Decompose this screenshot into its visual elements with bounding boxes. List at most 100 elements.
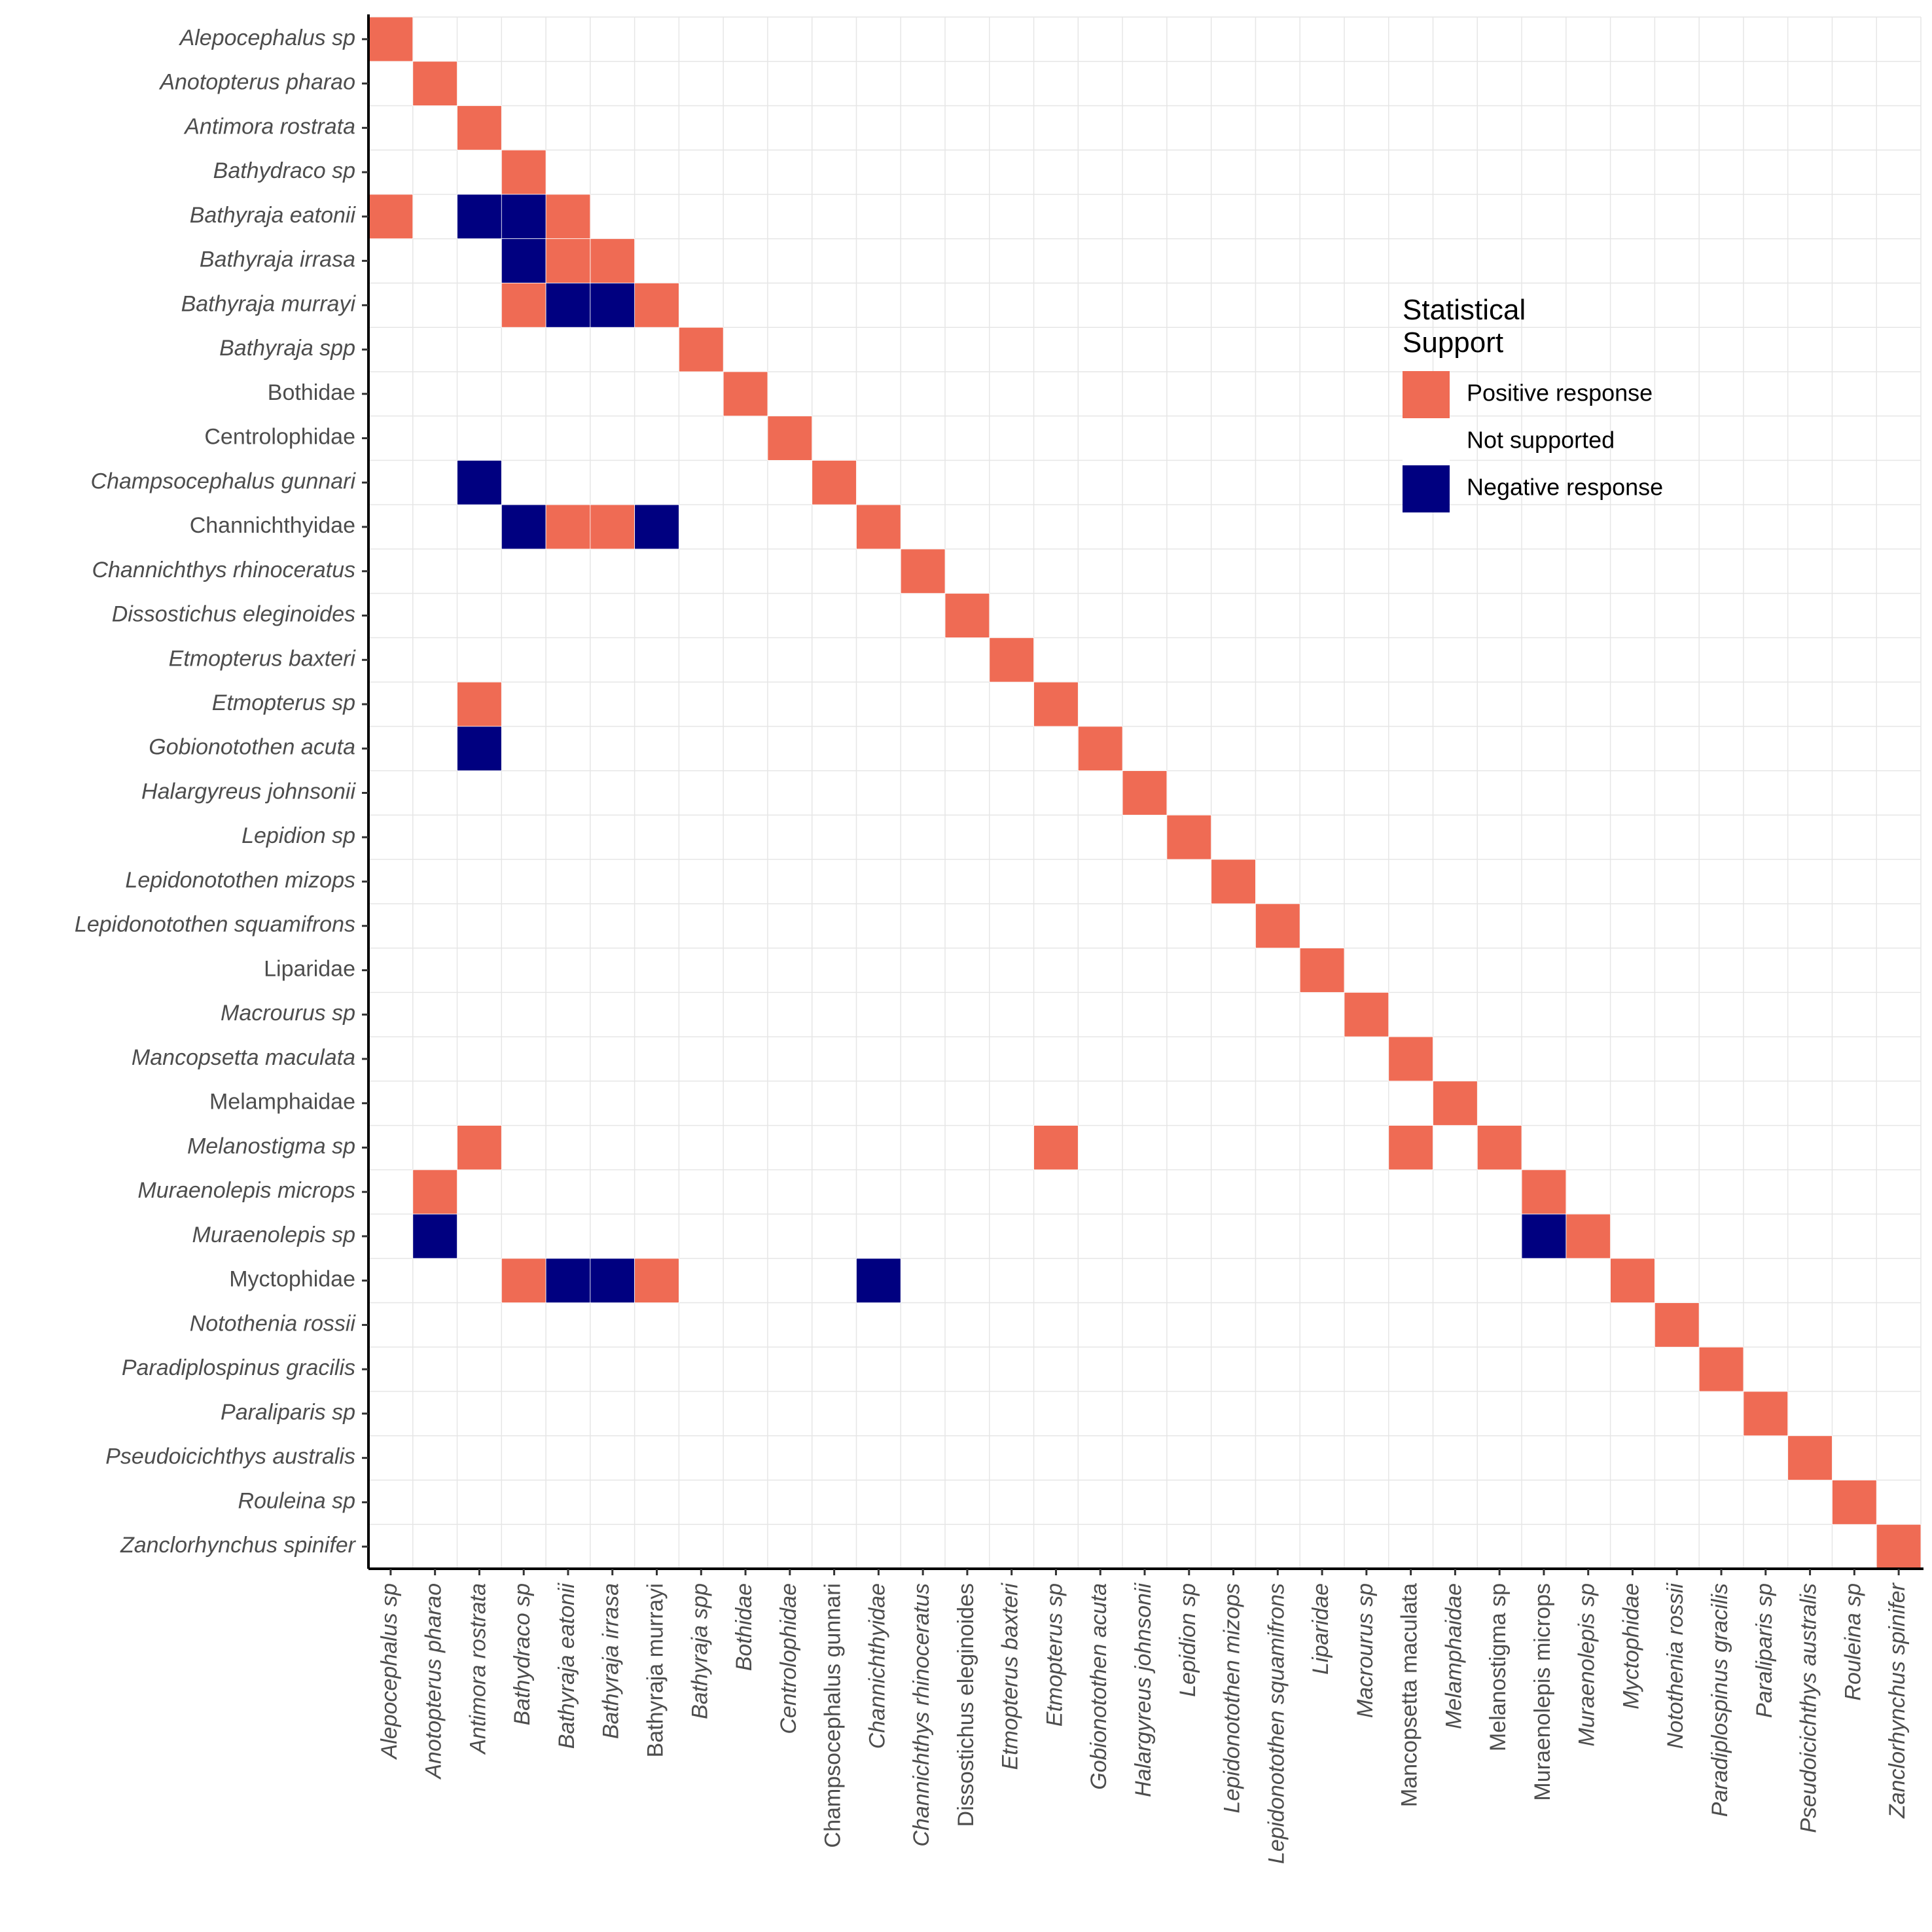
x-tick-label: Paradiplospinus gracilis: [1708, 1583, 1732, 1817]
heatmap-cell-negative: [545, 283, 591, 328]
x-tick-label: Bathyraja eatonii: [554, 1583, 579, 1749]
x-tick-label: Bathyraja spp: [687, 1583, 712, 1719]
y-tick-label: Etmopterus sp: [212, 690, 355, 715]
heatmap-cell-negative: [590, 283, 635, 328]
heatmap-cell-positive: [1876, 1524, 1922, 1569]
heatmap-cell-positive: [767, 416, 813, 461]
y-tick-label: Pseudoicichthys australis: [105, 1444, 355, 1469]
y-tick-label: Myctophidae: [229, 1267, 355, 1292]
x-tick-label: Pseudoicichthys australis: [1797, 1583, 1821, 1833]
y-tick-label: Channichthyidae: [190, 513, 355, 538]
x-tick-label: Mancopsetta maculata: [1397, 1583, 1422, 1807]
y-tick-label: Melamphaidae: [209, 1090, 355, 1115]
heatmap-cell-positive: [457, 1125, 502, 1170]
y-tick-label: Mancopsetta maculata: [132, 1045, 355, 1070]
y-tick-label: Liparidae: [264, 956, 355, 981]
heatmap-cell-positive: [1787, 1435, 1833, 1480]
heatmap-cell-positive: [412, 1169, 457, 1215]
heatmap-cells: [368, 16, 1922, 1569]
x-tick-label: Dissostichus eleginoides: [954, 1583, 978, 1827]
legend-key: [1403, 465, 1450, 512]
y-tick-label: Gobionotothen acuta: [149, 735, 355, 760]
legend-key: [1403, 418, 1450, 465]
heatmap-cell-positive: [590, 238, 635, 283]
x-tick-label: Bathydraco sp: [510, 1583, 535, 1725]
heatmap-cell-positive: [501, 149, 546, 195]
heatmap-cell-positive: [634, 283, 679, 328]
heatmap-cell-negative: [501, 238, 546, 283]
heatmap-cell-positive: [1610, 1258, 1655, 1303]
x-tick-label: Anotopterus pharao: [421, 1583, 446, 1780]
heatmap-cell-negative: [1521, 1213, 1567, 1259]
y-tick-label: Paraliparis sp: [221, 1400, 355, 1425]
x-tick-label: Halargyreus johnsonii: [1131, 1583, 1156, 1797]
y-tick-label: Paradiplospinus gracilis: [122, 1355, 355, 1380]
heatmap-cell-negative: [412, 1213, 457, 1259]
x-tick-label: Zanclorhynchus spinifer: [1885, 1582, 1910, 1819]
y-tick-label: Halargyreus johnsonii: [141, 779, 356, 804]
y-tick-label: Bothidae: [268, 380, 355, 405]
heatmap-cell-positive: [634, 1258, 679, 1303]
x-tick-label: Alepocephalus sp: [377, 1583, 402, 1760]
heatmap-cell-positive: [1211, 859, 1256, 904]
y-tick-label: Bathydraco sp: [213, 158, 355, 183]
heatmap-cell-positive: [412, 61, 457, 106]
x-tick-label: Bathyraja irrasa: [599, 1583, 624, 1739]
x-tick-label: Notothenia rossii: [1663, 1583, 1688, 1749]
x-tick-label: Rouleina sp: [1840, 1583, 1865, 1701]
heatmap-cell-positive: [1743, 1391, 1789, 1437]
heatmap-cell-positive: [944, 593, 990, 638]
heatmap-cell-positive: [1654, 1302, 1700, 1348]
y-tick-label: Bathyraja murrayi: [181, 291, 357, 316]
legend-title: Support: [1403, 327, 1503, 359]
heatmap-cell-positive: [545, 504, 591, 550]
y-tick-label: Rouleina sp: [238, 1488, 355, 1513]
heatmap-cell-positive: [1299, 948, 1345, 993]
heatmap-cell-positive: [856, 504, 901, 550]
x-tick-label: Gobionotothen acuta: [1086, 1583, 1111, 1790]
heatmap-cell-positive: [1521, 1169, 1567, 1215]
heatmap-cell-positive: [1344, 992, 1389, 1037]
y-tick-label: Dissostichus eleginoides: [112, 602, 355, 627]
heatmap-cell-negative: [457, 726, 502, 772]
y-tick-label: Lepidonotothen mizops: [125, 868, 355, 893]
y-tick-label: Lepidonotothen squamifrons: [75, 912, 355, 937]
heatmap-cell-negative: [457, 460, 502, 505]
y-tick-label: Etmopterus baxteri: [169, 646, 357, 671]
heatmap-cell-positive: [1832, 1480, 1877, 1525]
x-tick-label: Muraenolepis microps: [1530, 1583, 1555, 1801]
heatmap-cell-positive: [1698, 1346, 1744, 1392]
y-tick-label: Muraenolepis microps: [137, 1178, 355, 1203]
heatmap-cell-positive: [1388, 1125, 1433, 1170]
x-tick-label: Melanostigma sp: [1486, 1583, 1511, 1751]
x-tick-label: Lepidonotothen mizops: [1220, 1583, 1245, 1814]
heatmap-cell-positive: [679, 327, 724, 372]
axes: [362, 14, 1923, 1575]
heatmap-cell-negative: [501, 504, 546, 550]
y-tick-label: Zanclorhynchus spinifer: [120, 1533, 357, 1558]
heatmap-cell-positive: [590, 504, 635, 550]
x-tick-labels: Alepocephalus sp Anotopterus pharao Antimo…: [377, 1582, 1910, 1864]
x-tick-label: Myctophidae: [1619, 1583, 1643, 1709]
x-tick-label: Muraenolepis sp: [1575, 1583, 1600, 1746]
y-tick-labels: Alepocephalus sp Anotopterus pharao Antimo…: [75, 26, 357, 1558]
legend-label: Negative response: [1467, 474, 1663, 501]
heatmap-cell-positive: [1433, 1081, 1478, 1126]
y-tick-label: Bathyraja eatonii: [190, 203, 357, 228]
heatmap-cell-positive: [812, 460, 857, 505]
x-tick-label: Centrolophidae: [776, 1583, 801, 1734]
y-tick-label: Champsocephalus gunnari: [91, 469, 357, 493]
x-tick-label: Antimora rostrata: [465, 1583, 490, 1755]
y-tick-label: Alepocephalus sp: [179, 26, 355, 50]
y-tick-label: Muraenolepis sp: [192, 1223, 355, 1247]
heatmap-cell-positive: [1033, 681, 1079, 727]
y-tick-label: Antimora rostrata: [183, 114, 355, 139]
x-tick-label: Channichthyidae: [865, 1583, 889, 1749]
heatmap-cell-positive: [1476, 1125, 1522, 1170]
x-tick-label: Bathyraja murrayi: [643, 1583, 668, 1757]
y-tick-label: Channichthys rhinoceratus: [92, 558, 355, 582]
heatmap-cell-positive: [457, 105, 502, 151]
heatmap-cell-positive: [723, 371, 768, 417]
heatmap-cell-positive: [1166, 814, 1212, 860]
legend-key: [1403, 371, 1450, 418]
